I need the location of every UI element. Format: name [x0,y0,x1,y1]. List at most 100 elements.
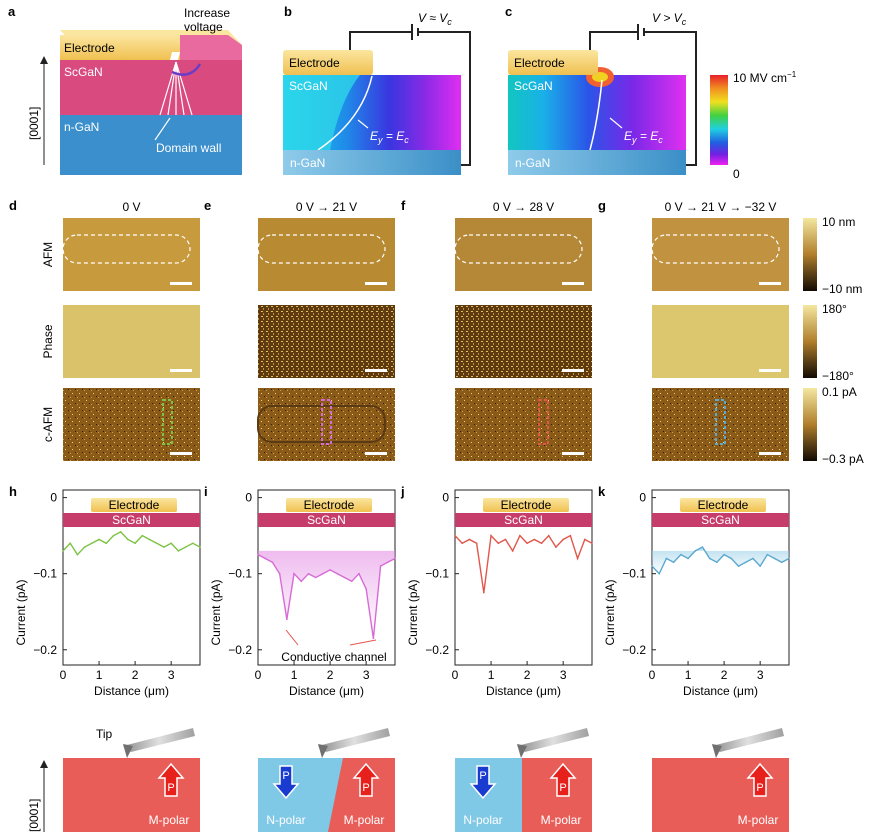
panel-a: a Electrode Increase voltage ScGaN n-GaN… [8,4,242,175]
polarization-up-arrow-icon: P [352,762,380,797]
data-point [372,637,375,640]
data-point [759,565,761,567]
afm-tip-icon [123,728,195,758]
micrograph-image [652,388,789,461]
data-point [490,534,492,537]
x-tick-label: 2 [132,668,139,682]
bias-label: V > Vc [652,11,687,27]
panel-letter-j: j [400,484,405,499]
electrode-label: Electrode [109,498,160,512]
electrode-bar [483,498,569,512]
panel-letter-k: k [598,484,606,499]
panel-letter-f: f [401,198,406,213]
scgan-label: ScGaN [701,513,740,527]
y-axis-label: Current (pA) [209,579,223,645]
data-point [127,538,129,541]
electrode-label: Electrode [501,498,552,512]
data-point [708,557,711,560]
panel-letter-c: c [505,4,512,19]
n-polar-label: N-polar [266,813,305,827]
data-point [293,572,295,575]
x-tick-label: 3 [757,668,764,682]
panel-letter-e: e [204,198,211,213]
n-polar-region [455,758,522,832]
panel-letter-h: h [9,484,17,499]
p-label: P [559,782,566,794]
scale-bar [562,369,584,372]
x-tick-label: 1 [488,668,495,682]
colorbar-min: −0.3 pA [822,452,864,466]
p-label: P [362,782,369,794]
y-tick-label: −0.1 [33,567,57,581]
afm-tip-icon [517,728,589,758]
scale-bar [562,452,584,455]
electrode-bar [286,498,372,512]
y-axis-label: Current (pA) [603,579,617,645]
line-scan-marker [321,399,332,445]
data-point [526,542,528,545]
y-tick-label: 0 [639,491,646,505]
x-tick-label: 3 [168,668,175,682]
micrograph-grid: d 0 V AFM Phase c-AFM e 0 V → 21 V f 0 V → 28 V g… [9,198,864,466]
panel-letter-b: b [284,4,292,19]
data-point [264,557,267,560]
data-point [665,557,668,560]
conductive-channel-label: Conductive channel [281,650,386,664]
data-point [468,538,471,541]
data-point [672,561,675,564]
scale-bar [759,282,781,285]
p-label: P [282,770,289,782]
scgan-label: ScGaN [64,65,103,79]
field-colorbar: 10 MV cm−1 0 [710,70,797,181]
panel-letter-g: g [598,198,606,213]
data-point [386,561,389,564]
panel-letter-i: i [204,484,208,499]
colorbar-max: 180° [822,302,847,316]
scale-bar [759,369,781,372]
scgan-bar [652,513,789,527]
axis-label: [0001] [27,107,41,140]
data-point [329,569,331,571]
data-point [69,542,72,545]
x-tick-label: 0 [452,668,459,682]
data-point [519,534,521,537]
polarization-up-arrow-icon: P [746,762,774,797]
colorbar-min: −180° [822,369,854,383]
data-point [314,576,317,579]
data-point [199,546,201,548]
data-point [511,550,514,552]
scale-bar [170,452,192,455]
x-tick-label: 3 [560,668,567,682]
data-point [461,542,464,545]
data-point [475,542,478,545]
data-point [583,538,586,541]
data-point [350,580,353,583]
electrode-label: Electrode [304,498,355,512]
schematic-2: P N-polar P M-polar [455,728,592,832]
colorbar-max: 10 MV cm−1 [733,70,797,85]
domain-wall-label: Domain wall [156,141,221,155]
x-tick-label: 1 [685,668,692,682]
scale-bar [365,452,387,455]
data-point [141,534,144,537]
colorbar [803,305,817,378]
data-point [788,557,790,560]
n-polar-label: N-polar [463,813,502,827]
schematic-0: P M-polar Tip [63,727,200,832]
switched-region [459,321,582,359]
data-point [184,546,187,548]
area-fill [652,547,789,574]
colorbar-min: 0 [733,167,740,181]
data-point [701,546,704,548]
m-polar-label: M-polar [541,813,582,827]
electrode-outline [454,234,583,264]
data-point [687,557,689,560]
axis-label: [0001] [27,799,41,832]
series-line [257,554,396,639]
polarization-down-arrow-icon: P [469,765,497,800]
x-tick-label: 1 [291,668,298,682]
m-polar-label: M-polar [738,813,779,827]
colorbar [803,388,817,461]
